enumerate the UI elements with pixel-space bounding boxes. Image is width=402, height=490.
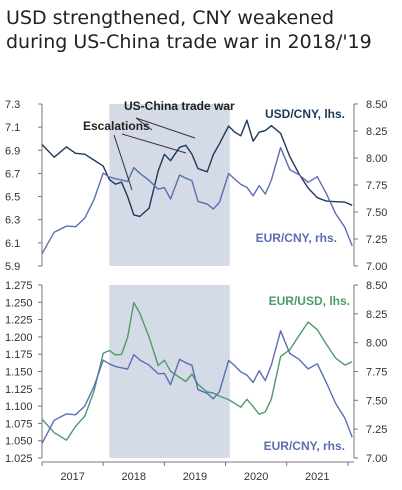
right-tick-label: 7.50 [366,395,387,407]
right-tick-label: 8.50 [366,99,387,111]
annotation-arrow [113,134,133,191]
left-tick-label: 6.3 [5,215,20,227]
x-tick-label: 2020 [244,471,268,483]
right-tick-label: 8.50 [366,280,387,292]
series-label: EUR/CNY, rhs. [256,231,337,245]
left-tick-label: 1.250 [5,297,33,309]
right-tick-label: 7.50 [366,207,387,219]
trade-war-shading [109,285,230,458]
right-tick-label: 7.75 [366,367,387,379]
left-tick-label: 5.9 [5,261,20,273]
left-tick-label: 1.075 [5,418,33,430]
left-tick-label: 1.050 [5,436,33,448]
series-line-eur-cny-rhs [41,146,353,255]
left-tick-label: 1.200 [5,332,33,344]
right-tick-label: 7.75 [366,180,387,192]
series-label: EUR/CNY, rhs. [264,439,345,453]
x-tick-label: 2018 [122,471,146,483]
x-tick-label: 2019 [183,471,207,483]
right-tick-label: 7.00 [366,261,387,273]
annotation-arrow [121,133,187,154]
panel-separator [42,268,354,282]
left-tick-label: 1.175 [5,349,33,361]
annotation-arrow [135,117,153,131]
series-line-eur-usd-lhs [41,301,353,441]
annotation-escalations: Escalations [83,119,150,133]
left-tick-label: 1.150 [5,367,33,379]
x-tick-label: 2017 [60,471,84,483]
left-tick-label: 7.3 [5,99,20,111]
trade-war-shading [109,104,230,266]
left-tick-label: 1.125 [5,384,33,396]
left-tick-label: 1.025 [5,453,33,465]
left-tick-label: 6.1 [5,238,20,250]
left-tick-label: 6.9 [5,145,20,157]
left-tick-label: 1.225 [5,315,33,327]
series-label: EUR/USD, lhs. [269,294,350,308]
right-tick-label: 7.25 [366,234,387,246]
right-tick-label: 8.00 [366,153,387,165]
right-tick-label: 7.25 [366,424,387,436]
annotation-arrow [135,117,196,139]
chart-title: USD strengthened, CNY weakened during US… [6,7,372,53]
right-tick-label: 8.00 [366,338,387,350]
left-tick-label: 6.7 [5,168,20,180]
series-line-eur-cny-rhs [41,330,353,444]
right-tick-label: 8.25 [366,126,387,138]
annotation-trade-war: US-China trade war [124,99,235,113]
left-tick-label: 1.275 [5,280,33,292]
x-tick-label: 2021 [305,471,329,483]
left-tick-label: 1.100 [5,401,33,413]
left-tick-label: 6.5 [5,192,20,204]
right-tick-label: 8.25 [366,309,387,321]
right-tick-label: 7.00 [366,453,387,465]
series-label: USD/CNY, lhs. [265,107,345,121]
left-tick-label: 7.1 [5,122,20,134]
